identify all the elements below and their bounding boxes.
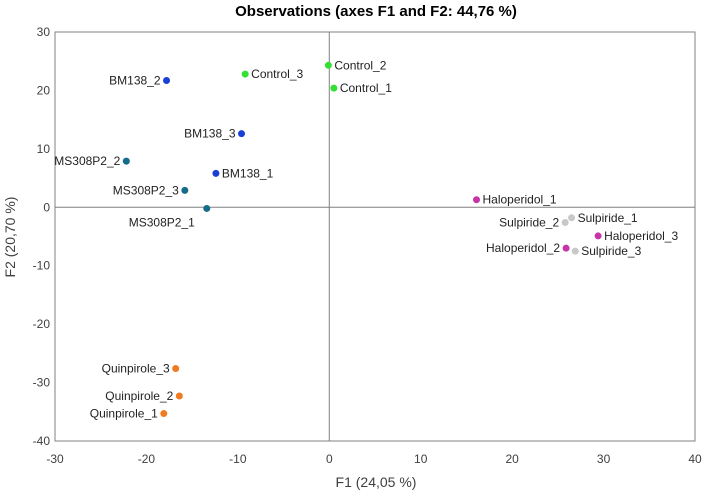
y-tick-label: 10 xyxy=(37,142,51,156)
data-point-haloperidol-3 xyxy=(594,232,602,240)
data-point-bm138-3 xyxy=(238,130,246,138)
x-tick-label: 10 xyxy=(414,452,428,466)
data-point-control-1 xyxy=(330,84,338,92)
data-point-bm138-2 xyxy=(163,76,171,84)
point-label: Quinpirole_2 xyxy=(105,389,173,403)
chart-title: Observations (axes F1 and F2: 44,76 %) xyxy=(235,3,517,20)
point-label: Sulpiride_1 xyxy=(578,211,638,225)
point-label: Control_3 xyxy=(251,67,303,81)
y-tick-label: -20 xyxy=(33,317,51,331)
point-label: Haloperidol_1 xyxy=(482,193,556,207)
x-tick-label: 40 xyxy=(688,452,702,466)
data-point-sulpiride-2 xyxy=(561,218,569,226)
x-tick-label: -20 xyxy=(138,452,156,466)
y-tick-label: -30 xyxy=(33,376,51,390)
data-point-quinpirole-3 xyxy=(172,365,180,373)
y-tick-label: 0 xyxy=(43,200,50,214)
data-point-ms308p2-3 xyxy=(181,186,189,194)
point-label: BM138_1 xyxy=(222,166,274,180)
data-point-ms308p2-1 xyxy=(203,204,211,212)
x-axis-label: F1 (24,05 %) xyxy=(336,474,417,490)
y-tick-labels: 30 20 10 0 -10 -20 -30 -40 xyxy=(33,25,51,448)
point-label: Quinpirole_1 xyxy=(90,407,158,421)
data-point-bm138-1 xyxy=(212,169,220,177)
data-point-sulpiride-1 xyxy=(568,214,576,222)
point-label: BM138_3 xyxy=(184,127,236,141)
point-label: Quinpirole_3 xyxy=(102,362,170,376)
y-axis-label: F2 (20,70 %) xyxy=(2,197,18,278)
data-point-haloperidol-2 xyxy=(562,244,570,252)
x-tick-label: 30 xyxy=(597,452,611,466)
y-tick-label: -40 xyxy=(33,434,51,448)
x-tick-label: 0 xyxy=(326,452,333,466)
x-tick-label: -10 xyxy=(229,452,247,466)
data-point-quinpirole-1 xyxy=(160,410,168,418)
point-label: MS308P2_3 xyxy=(113,183,179,197)
y-tick-label: 30 xyxy=(37,25,51,39)
y-tick-label: 20 xyxy=(37,83,51,97)
data-point-quinpirole-2 xyxy=(175,392,183,400)
point-label: BM138_2 xyxy=(109,73,161,87)
x-tick-label: -30 xyxy=(46,452,64,466)
data-point-labels: BM138_2 Control_3 Control_2 Control_1 BM138_… xyxy=(54,58,678,420)
x-tick-labels: -30 -20 -10 0 10 20 30 40 xyxy=(46,452,702,466)
data-point-control-3 xyxy=(241,70,249,78)
point-label: Control_2 xyxy=(334,58,386,72)
y-tick-label: -10 xyxy=(33,259,51,273)
point-label: MS308P2_2 xyxy=(54,154,120,168)
point-label: Control_1 xyxy=(340,81,392,95)
point-label: Haloperidol_2 xyxy=(486,241,560,255)
point-label: Haloperidol_3 xyxy=(604,229,678,243)
point-label: MS308P2_1 xyxy=(129,215,195,229)
data-point-control-2 xyxy=(324,61,332,69)
data-point-ms308p2-2 xyxy=(122,157,130,165)
data-point-sulpiride-3 xyxy=(571,247,579,255)
data-points xyxy=(122,61,602,418)
point-label: Sulpiride_2 xyxy=(499,215,559,229)
plot-frame xyxy=(54,31,696,442)
data-point-haloperidol-1 xyxy=(472,196,480,204)
point-label: Sulpiride_3 xyxy=(581,244,641,258)
zero-axes xyxy=(55,32,695,441)
x-tick-label: 20 xyxy=(505,452,519,466)
